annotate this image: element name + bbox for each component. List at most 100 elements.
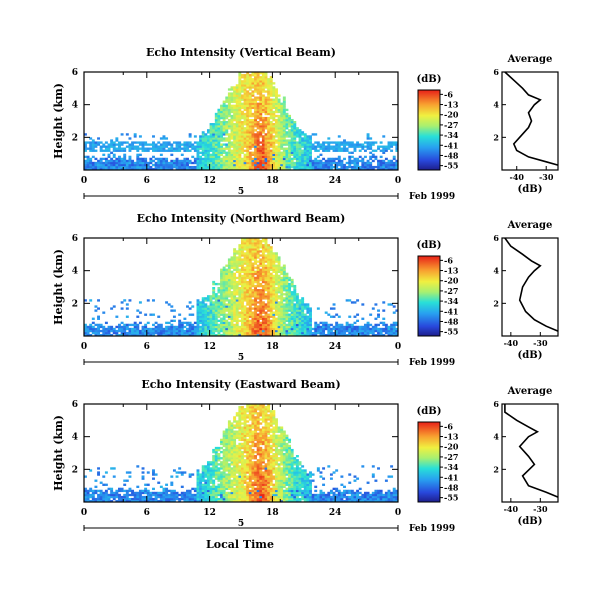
echo-cell bbox=[246, 469, 250, 472]
echo-cell bbox=[212, 485, 216, 489]
echo-cell bbox=[293, 287, 297, 290]
echo-cell bbox=[209, 137, 213, 140]
echo-cell bbox=[369, 323, 373, 327]
echo-cell bbox=[222, 163, 226, 167]
echo-cell bbox=[256, 254, 260, 257]
echo-cell bbox=[295, 303, 299, 306]
echo-cell bbox=[256, 317, 260, 320]
echo-cell bbox=[222, 333, 226, 337]
echo-cell bbox=[125, 479, 129, 482]
echo-cell bbox=[214, 459, 218, 462]
echo-cell bbox=[196, 321, 200, 325]
echo-cell bbox=[290, 305, 294, 308]
echo-cell bbox=[214, 499, 218, 503]
echo-cell bbox=[275, 317, 278, 320]
echo-cell bbox=[233, 319, 237, 323]
echo-cell bbox=[241, 432, 244, 435]
echo-cell bbox=[227, 487, 231, 491]
echo-cell bbox=[212, 315, 216, 318]
echo-cell bbox=[288, 329, 292, 333]
echo-cell bbox=[120, 161, 124, 165]
echo-cell bbox=[212, 323, 216, 327]
echo-cell bbox=[220, 329, 223, 333]
echo-cell bbox=[178, 325, 182, 329]
echo-cell bbox=[107, 161, 111, 165]
echo-cell bbox=[233, 323, 237, 327]
echo-cell bbox=[259, 268, 263, 271]
echo-cell bbox=[261, 155, 265, 159]
echo-cell bbox=[256, 131, 260, 134]
echo-cell bbox=[280, 309, 284, 312]
echo-cell bbox=[235, 471, 239, 474]
echo-cell bbox=[261, 135, 265, 138]
echo-cell bbox=[246, 104, 250, 108]
echo-cell bbox=[272, 157, 276, 161]
echo-cell bbox=[225, 477, 229, 480]
echo-cell bbox=[390, 167, 394, 171]
echo-cell bbox=[277, 141, 281, 144]
echo-cell bbox=[222, 143, 226, 146]
echo-cell bbox=[214, 475, 218, 478]
echo-cell bbox=[295, 327, 299, 331]
echo-cell bbox=[241, 418, 244, 421]
echo-cell bbox=[251, 327, 255, 331]
echo-cell bbox=[138, 495, 142, 499]
echo-cell bbox=[366, 161, 370, 165]
echo-cell bbox=[301, 317, 305, 320]
echo-cell bbox=[201, 297, 205, 300]
echo-cell bbox=[238, 327, 242, 331]
echo-cell bbox=[288, 282, 292, 286]
echo-cell bbox=[248, 242, 252, 245]
echo-cell bbox=[165, 333, 169, 337]
echo-cell bbox=[230, 149, 234, 152]
echo-cell bbox=[254, 325, 257, 329]
echo-cell bbox=[222, 157, 226, 161]
echo-cell bbox=[222, 432, 226, 435]
echo-cell bbox=[225, 461, 229, 464]
echo-cell bbox=[256, 333, 260, 337]
echo-cell bbox=[251, 252, 255, 255]
echo-cell bbox=[136, 155, 140, 159]
echo-cell bbox=[363, 325, 367, 329]
echo-cell bbox=[275, 110, 278, 114]
echo-cell bbox=[303, 141, 307, 144]
echo-cell bbox=[97, 165, 100, 169]
colorbar-tick-label: -13 bbox=[444, 100, 459, 110]
echo-cell bbox=[246, 440, 250, 444]
echo-cell bbox=[267, 319, 271, 323]
echo-cell bbox=[269, 276, 273, 280]
echo-cell bbox=[241, 301, 244, 304]
echo-cell bbox=[209, 471, 213, 474]
echo-cell bbox=[188, 489, 192, 493]
echo-cell bbox=[136, 491, 140, 495]
echo-cell bbox=[204, 469, 208, 472]
echo-cell bbox=[272, 327, 276, 331]
echo-cell bbox=[238, 145, 242, 148]
echo-cell bbox=[366, 165, 370, 169]
echo-cell bbox=[217, 315, 221, 318]
echo-cell bbox=[159, 329, 163, 333]
echo-cell bbox=[170, 491, 174, 495]
echo-cell bbox=[254, 309, 257, 312]
echo-cell bbox=[298, 305, 302, 308]
echo-cell bbox=[131, 489, 135, 493]
echo-cell bbox=[267, 248, 271, 251]
echo-cell bbox=[152, 141, 155, 144]
echo-cell bbox=[311, 147, 315, 150]
echo-cell bbox=[303, 139, 307, 142]
echo-cell bbox=[366, 327, 370, 331]
echo-cell bbox=[233, 303, 237, 306]
echo-cell bbox=[254, 155, 257, 159]
echo-cell bbox=[241, 110, 244, 114]
echo-cell bbox=[225, 440, 229, 444]
echo-cell bbox=[201, 471, 205, 474]
echo-cell bbox=[230, 428, 234, 431]
echo-cell bbox=[288, 278, 292, 282]
echo-cell bbox=[241, 125, 244, 128]
echo-cell bbox=[332, 331, 336, 335]
echo-cell bbox=[230, 104, 234, 108]
echo-cell bbox=[233, 276, 237, 280]
echo-cell bbox=[209, 469, 213, 472]
echo-cell bbox=[233, 325, 237, 329]
echo-cell bbox=[230, 487, 234, 491]
